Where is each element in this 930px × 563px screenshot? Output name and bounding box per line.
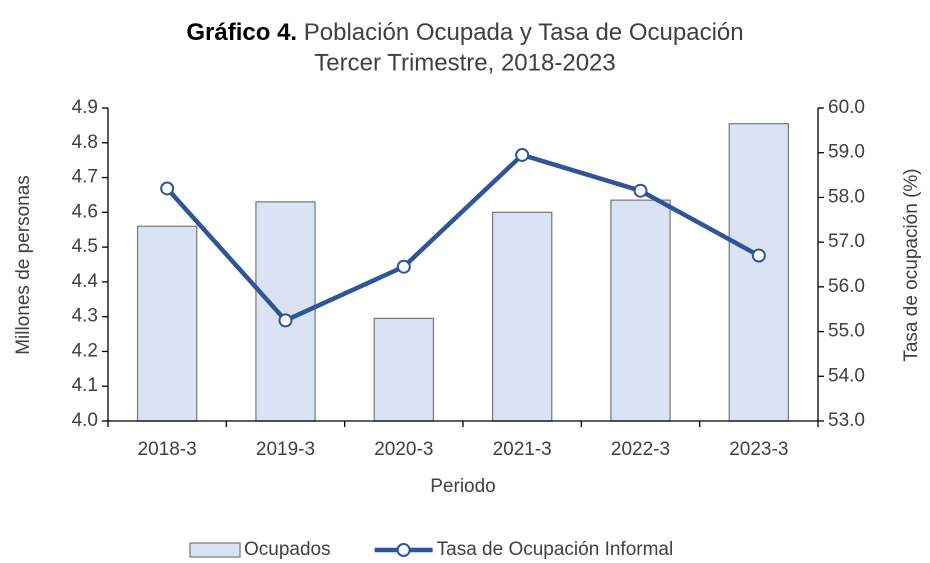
title-text: Población Ocupada y Tasa de Ocupación [304,19,744,46]
x-tick-label: 2018-3 [138,439,197,460]
y2-tick-label: 59.0 [828,142,865,163]
x-tick-label: 2022-3 [611,439,670,460]
y-tick-label: 4.1 [72,375,98,396]
y-tick-label: 4.5 [72,236,98,257]
y2-tick-label: 57.0 [828,231,865,252]
x-tick-label: 2023-3 [729,439,788,460]
y2-tick-label: 58.0 [828,186,865,207]
chart-subtitle: Tercer Trimestre, 2018-2023 [314,49,615,76]
x-tick-label: 2019-3 [256,439,315,460]
y-tick-label: 4.7 [72,167,98,188]
line [165,152,760,323]
line-marker [633,183,648,198]
line-marker [751,248,766,263]
bar [373,317,435,422]
y-tick-label: 4.2 [72,340,98,361]
y-tick-label: 4.3 [72,306,98,327]
line-marker [160,181,175,196]
legend-swatch [189,542,241,558]
title-label: Gráfico 4. [186,19,297,46]
legend-marker [396,543,411,557]
x-axis-label: Periodo [430,476,496,497]
y-tick-label: 4.6 [72,201,98,222]
x-tick-label: 2020-3 [374,439,433,460]
line-marker [515,147,530,162]
x-tick-label: 2021-3 [493,439,552,460]
bar [491,211,553,422]
y-tick-label: 4.0 [72,410,98,431]
y2-tick-label: 56.0 [828,276,865,297]
legend-label: Ocupados [244,539,331,560]
line-marker [278,313,293,328]
y2-tick-label: 60.0 [828,97,865,118]
y2-axis-label: Tasa de ocupación (%) [901,168,922,361]
y-tick-label: 4.8 [72,132,98,153]
bar [136,225,198,422]
y-axis-label: Millones de personas [13,175,34,355]
y2-tick-label: 54.0 [828,365,865,386]
legend-label: Tasa de Ocupación Informal [437,539,674,560]
y2-tick-label: 53.0 [828,410,865,431]
chart-title: Gráfico 4. Población Ocupada y Tasa de O… [186,19,743,46]
y-tick-label: 4.9 [72,97,98,118]
y2-tick-label: 55.0 [828,321,865,342]
line-marker [396,259,411,274]
bar [728,123,790,422]
bar [610,199,671,422]
y-tick-label: 4.4 [72,271,99,292]
